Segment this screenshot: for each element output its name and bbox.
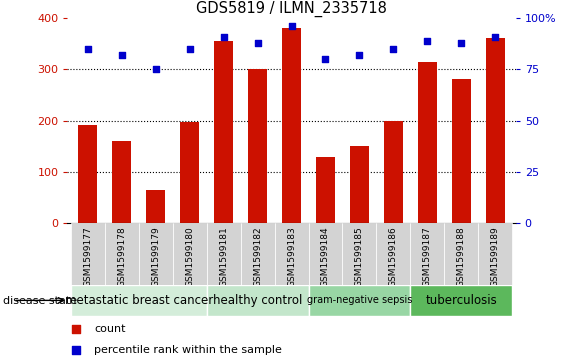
Text: tuberculosis: tuberculosis — [425, 294, 497, 307]
Point — [71, 347, 81, 353]
Bar — [418, 62, 437, 223]
Bar — [79, 125, 97, 223]
Point — [219, 34, 229, 40]
Bar — [241, 223, 275, 285]
Bar — [71, 223, 105, 285]
Bar — [342, 223, 376, 285]
Text: GSM1599185: GSM1599185 — [355, 227, 364, 287]
Bar — [410, 223, 444, 285]
Point — [355, 52, 364, 58]
Text: GSM1599184: GSM1599184 — [321, 227, 330, 287]
Text: GSM1599179: GSM1599179 — [151, 227, 160, 287]
Point — [185, 46, 195, 52]
Bar — [214, 41, 233, 223]
Text: GSM1599183: GSM1599183 — [287, 227, 296, 287]
Bar — [308, 223, 342, 285]
Text: GSM1599189: GSM1599189 — [491, 227, 500, 287]
Point — [389, 46, 398, 52]
Point — [490, 34, 500, 40]
Bar — [282, 28, 301, 223]
Bar — [275, 223, 308, 285]
Text: gram-negative sepsis: gram-negative sepsis — [306, 295, 412, 305]
Bar — [384, 121, 403, 223]
Text: GSM1599180: GSM1599180 — [185, 227, 194, 287]
Bar — [350, 146, 369, 223]
Bar — [478, 223, 512, 285]
Bar — [173, 223, 207, 285]
Point — [456, 40, 466, 46]
Point — [151, 66, 161, 72]
Point — [117, 52, 127, 58]
Bar — [452, 79, 471, 223]
Bar — [105, 223, 139, 285]
Bar — [180, 122, 199, 223]
Bar — [444, 223, 478, 285]
Text: GSM1599177: GSM1599177 — [83, 227, 92, 287]
Text: count: count — [94, 324, 126, 334]
Bar — [139, 223, 173, 285]
Point — [71, 326, 81, 332]
Title: GDS5819 / ILMN_2335718: GDS5819 / ILMN_2335718 — [196, 1, 387, 17]
Text: GSM1599178: GSM1599178 — [117, 227, 126, 287]
Text: disease state: disease state — [3, 295, 77, 306]
Text: GSM1599188: GSM1599188 — [457, 227, 466, 287]
Text: GSM1599186: GSM1599186 — [389, 227, 398, 287]
Bar — [146, 190, 165, 223]
Text: GSM1599182: GSM1599182 — [253, 227, 262, 287]
Bar — [316, 156, 335, 223]
Bar — [207, 285, 308, 316]
Text: healthy control: healthy control — [213, 294, 302, 307]
Bar — [308, 285, 410, 316]
Point — [287, 24, 296, 29]
Bar — [113, 141, 131, 223]
Bar — [207, 223, 241, 285]
Bar — [71, 285, 207, 316]
Point — [321, 56, 330, 62]
Text: metastatic breast cancer: metastatic breast cancer — [64, 294, 213, 307]
Bar — [248, 69, 267, 223]
Bar — [376, 223, 410, 285]
Bar — [486, 38, 505, 223]
Text: GSM1599187: GSM1599187 — [423, 227, 432, 287]
Text: percentile rank within the sample: percentile rank within the sample — [94, 345, 282, 355]
Point — [253, 40, 263, 46]
Text: GSM1599181: GSM1599181 — [219, 227, 228, 287]
Bar — [410, 285, 512, 316]
Point — [423, 38, 432, 44]
Point — [83, 46, 93, 52]
